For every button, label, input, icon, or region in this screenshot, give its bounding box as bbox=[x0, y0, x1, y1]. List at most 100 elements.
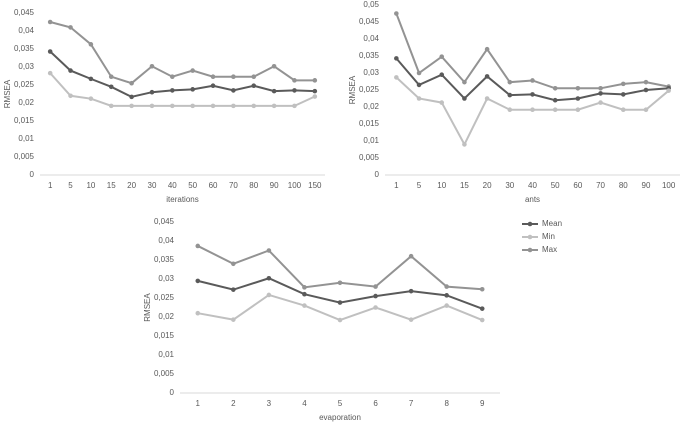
x-tick-label: 1 bbox=[48, 181, 53, 190]
point bbox=[575, 96, 581, 101]
point bbox=[643, 79, 649, 85]
y-tick-label: 0,04 bbox=[158, 236, 174, 245]
x-tick-label: 60 bbox=[573, 181, 582, 190]
point bbox=[530, 107, 535, 113]
point bbox=[129, 80, 134, 86]
y-tick-label: 0,005 bbox=[154, 369, 175, 378]
x-tick-label: 30 bbox=[148, 181, 157, 190]
y-axis-title: RMSEA bbox=[143, 293, 152, 322]
x-tick-label: 50 bbox=[188, 181, 197, 190]
x-tick-label: 20 bbox=[127, 181, 136, 190]
point bbox=[210, 103, 216, 109]
point bbox=[195, 278, 201, 284]
point bbox=[47, 70, 53, 76]
point bbox=[312, 88, 318, 94]
x-tick-label: 1 bbox=[394, 181, 399, 190]
x-tick-label: 10 bbox=[437, 181, 446, 190]
point bbox=[108, 84, 114, 90]
point bbox=[507, 92, 513, 98]
y-tick-label: 0,025 bbox=[359, 85, 380, 94]
point bbox=[373, 284, 378, 289]
point bbox=[266, 292, 272, 298]
point bbox=[88, 76, 94, 82]
point bbox=[210, 74, 216, 80]
point bbox=[666, 88, 671, 93]
x-tick-label: 150 bbox=[308, 181, 322, 190]
point bbox=[47, 49, 53, 54]
point bbox=[462, 142, 467, 147]
point bbox=[129, 103, 134, 109]
point bbox=[302, 285, 307, 290]
point bbox=[444, 284, 449, 289]
point bbox=[598, 91, 603, 96]
y-tick-label: 0,02 bbox=[18, 98, 34, 107]
point bbox=[439, 100, 445, 105]
x-tick-label: 6 bbox=[373, 399, 378, 408]
x-tick-label: 20 bbox=[483, 181, 492, 190]
x-tick-label: 7 bbox=[409, 399, 414, 408]
y-tick-label: 0,045 bbox=[14, 8, 35, 17]
y-tick-label: 0,015 bbox=[154, 331, 175, 340]
y-tick-label: 0,045 bbox=[359, 17, 380, 26]
point bbox=[88, 96, 94, 101]
y-axis-title: RMSEA bbox=[3, 79, 12, 108]
y-tick-label: 0 bbox=[30, 170, 35, 179]
y-tick-label: 0,025 bbox=[154, 293, 175, 302]
point bbox=[312, 78, 318, 83]
y-axis-title: RMSEA bbox=[348, 75, 357, 104]
y-tick-label: 0,01 bbox=[18, 134, 34, 143]
point bbox=[575, 107, 581, 113]
x-tick-label: 90 bbox=[270, 181, 279, 190]
y-tick-label: 0 bbox=[170, 388, 175, 397]
point bbox=[149, 89, 155, 95]
x-tick-label: 30 bbox=[505, 181, 514, 190]
point bbox=[394, 11, 399, 16]
y-tick-label: 0,04 bbox=[363, 34, 379, 43]
x-tick-label: 3 bbox=[267, 399, 272, 408]
point bbox=[292, 103, 297, 109]
y-tick-label: 0,04 bbox=[18, 26, 34, 35]
point bbox=[266, 248, 272, 253]
point bbox=[462, 79, 467, 85]
point bbox=[337, 300, 343, 305]
point bbox=[394, 56, 399, 61]
point bbox=[266, 275, 272, 281]
x-tick-label: 15 bbox=[460, 181, 469, 190]
y-tick-label: 0,025 bbox=[14, 80, 35, 89]
point bbox=[231, 103, 236, 109]
series-line bbox=[49, 50, 315, 98]
y-tick-label: 0,035 bbox=[14, 44, 35, 53]
point bbox=[530, 92, 535, 97]
point bbox=[231, 287, 236, 292]
point bbox=[598, 86, 603, 91]
x-tick-label: 50 bbox=[551, 181, 560, 190]
x-tick-label: 60 bbox=[209, 181, 218, 190]
point bbox=[129, 94, 134, 100]
point bbox=[620, 92, 626, 97]
point bbox=[108, 103, 114, 109]
series-line bbox=[197, 293, 483, 322]
point bbox=[530, 78, 535, 83]
y-tick-label: 0,01 bbox=[363, 136, 379, 145]
point bbox=[302, 291, 307, 297]
x-tick-label: 5 bbox=[417, 181, 422, 190]
x-tick-label: 70 bbox=[229, 181, 238, 190]
x-tick-label: 80 bbox=[619, 181, 628, 190]
point bbox=[195, 310, 201, 316]
point bbox=[373, 305, 378, 310]
y-tick-label: 0 bbox=[375, 170, 380, 179]
point bbox=[271, 63, 277, 69]
point bbox=[292, 88, 297, 93]
point bbox=[444, 293, 449, 298]
point bbox=[479, 286, 485, 292]
x-tick-label: 4 bbox=[302, 399, 307, 408]
x-tick-label: 100 bbox=[662, 181, 676, 190]
x-axis-title: iterations bbox=[166, 195, 198, 204]
point bbox=[620, 81, 626, 87]
point bbox=[231, 88, 236, 93]
point bbox=[408, 253, 414, 259]
point bbox=[416, 96, 422, 101]
point bbox=[643, 107, 649, 113]
x-tick-label: 70 bbox=[596, 181, 605, 190]
